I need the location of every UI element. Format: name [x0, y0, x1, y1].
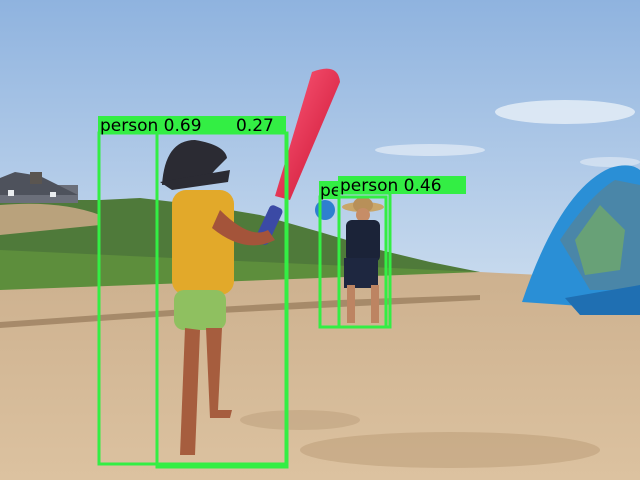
beach-sand [0, 272, 640, 480]
sand-shadow [300, 432, 600, 468]
detection-box-person-0.27: 0.27 [155, 116, 289, 469]
detection-label: pe [320, 181, 341, 201]
beach-tent [522, 165, 640, 315]
house [0, 172, 78, 203]
child-person [160, 140, 275, 455]
detection-box-person-0.46: person 0.46 [337, 176, 466, 329]
cloud [580, 157, 640, 167]
cloud [375, 144, 485, 156]
seaweed-line [0, 295, 480, 328]
detection-label: person 0.46 [340, 176, 442, 196]
detection-box-person-0.25: pe [318, 181, 388, 329]
detection-label: 0.27 [236, 116, 274, 136]
ball [315, 200, 335, 220]
sand-shadow [240, 410, 360, 430]
cloud [495, 100, 635, 124]
adult-person [315, 197, 384, 323]
dune-sand [0, 203, 100, 235]
detection-label: person 0.69 [100, 116, 202, 136]
